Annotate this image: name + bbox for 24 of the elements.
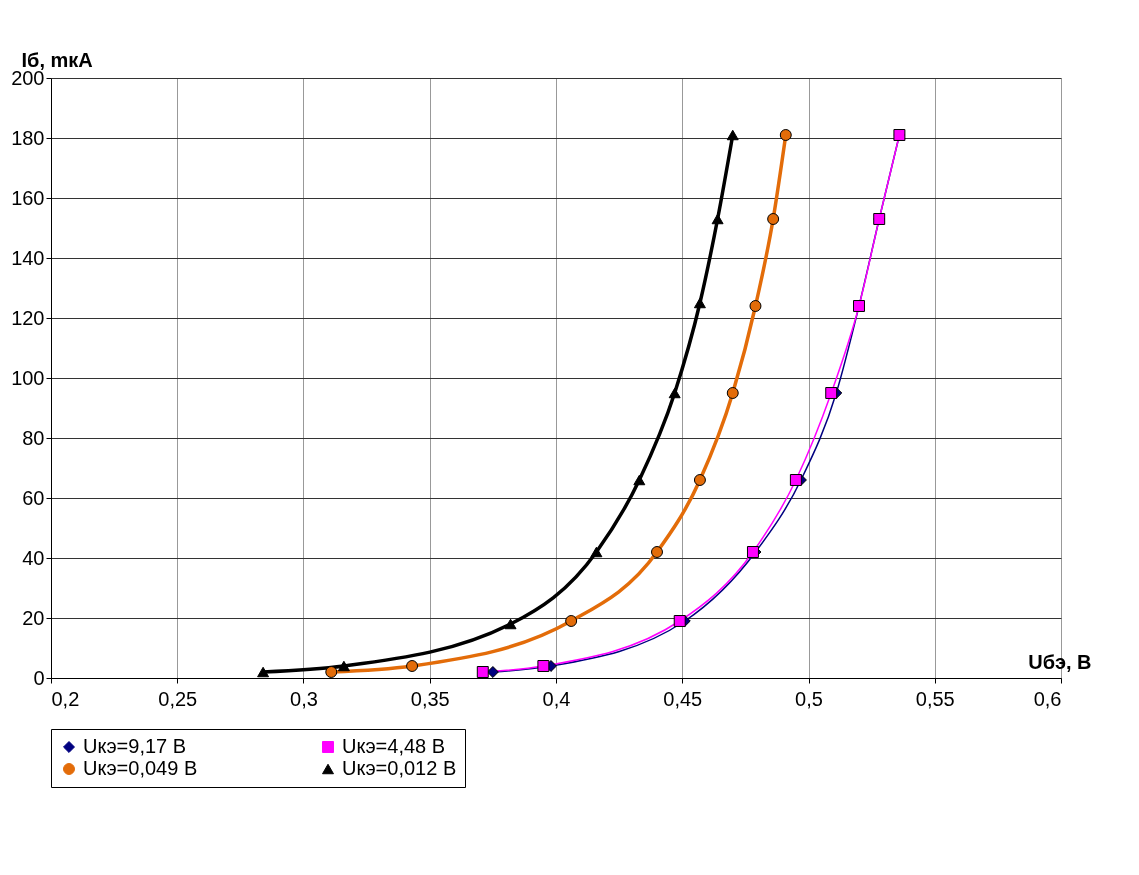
x-tick-label: 0,3 [290,687,318,710]
y-tick-label: 40 [22,546,45,569]
x-tick-label: 0,25 [158,687,198,710]
legend-label: Uкэ=4,48 В [342,735,446,757]
y-tick-label: 100 [11,366,45,389]
x-tick-label: 0,45 [663,687,703,710]
x-tick-label: 0,55 [915,687,955,710]
y-tick-label: 180 [11,126,45,149]
x-tick-label: 0,2 [51,687,80,710]
x-tick-label: 0,6 [1033,687,1062,710]
y-tick-label: 80 [22,426,45,449]
y-tick-label: 60 [22,486,45,509]
y-tick-label: 160 [11,186,45,209]
legend-label: Uкэ=0,012 В [342,757,457,779]
x-tick-label: 0,5 [795,687,823,710]
legend-label: Uкэ=0,049 В [83,757,198,779]
legend-label: Uкэ=9,17 В [83,735,187,757]
y-tick-label: 140 [11,246,45,269]
y-tick-label: 20 [22,606,45,629]
x-tick-label: 0,4 [542,687,571,710]
y-tick-label: 120 [11,306,45,329]
x-axis-title: Uбэ, В [1028,650,1092,673]
y-tick-label: 0 [33,666,45,689]
x-tick-label: 0,35 [410,687,450,710]
